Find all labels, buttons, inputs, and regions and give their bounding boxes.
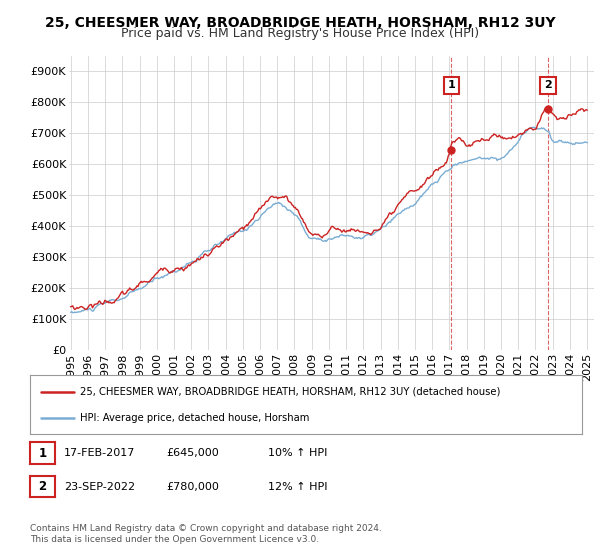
Text: 1: 1 bbox=[38, 446, 47, 460]
Text: Price paid vs. HM Land Registry's House Price Index (HPI): Price paid vs. HM Land Registry's House … bbox=[121, 27, 479, 40]
Text: £780,000: £780,000 bbox=[166, 482, 219, 492]
Text: 2: 2 bbox=[38, 480, 47, 493]
Text: 23-SEP-2022: 23-SEP-2022 bbox=[64, 482, 136, 492]
Text: 10% ↑ HPI: 10% ↑ HPI bbox=[268, 448, 328, 458]
Text: HPI: Average price, detached house, Horsham: HPI: Average price, detached house, Hors… bbox=[80, 413, 309, 423]
Text: 17-FEB-2017: 17-FEB-2017 bbox=[64, 448, 136, 458]
Text: Contains HM Land Registry data © Crown copyright and database right 2024.
This d: Contains HM Land Registry data © Crown c… bbox=[30, 524, 382, 544]
Text: 1: 1 bbox=[448, 81, 455, 90]
Text: £645,000: £645,000 bbox=[166, 448, 219, 458]
Text: 25, CHEESMER WAY, BROADBRIDGE HEATH, HORSHAM, RH12 3UY: 25, CHEESMER WAY, BROADBRIDGE HEATH, HOR… bbox=[44, 16, 556, 30]
Text: 2: 2 bbox=[544, 81, 552, 90]
Text: 12% ↑ HPI: 12% ↑ HPI bbox=[268, 482, 328, 492]
Text: 25, CHEESMER WAY, BROADBRIDGE HEATH, HORSHAM, RH12 3UY (detached house): 25, CHEESMER WAY, BROADBRIDGE HEATH, HOR… bbox=[80, 386, 500, 396]
